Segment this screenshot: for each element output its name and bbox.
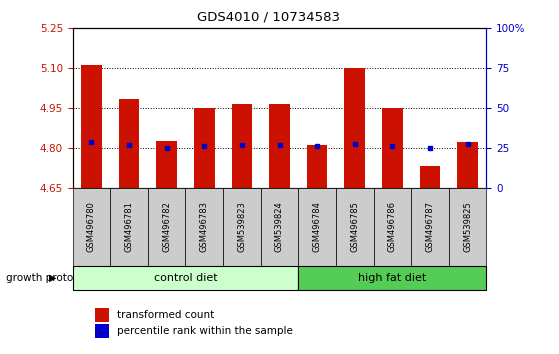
Text: GSM496783: GSM496783	[200, 201, 209, 252]
Bar	[457, 143, 478, 188]
Bar	[420, 166, 440, 188]
Bar	[382, 108, 402, 188]
Text: growth protocol: growth protocol	[6, 273, 88, 283]
Text: GSM496787: GSM496787	[425, 201, 434, 252]
Bar	[81, 65, 102, 188]
Text: GSM539823: GSM539823	[238, 201, 247, 252]
Bar	[119, 99, 139, 188]
Bar	[307, 145, 328, 188]
Text: ▶: ▶	[49, 273, 57, 283]
Text: GSM496782: GSM496782	[162, 201, 171, 252]
Text: GSM496785: GSM496785	[350, 201, 359, 252]
Text: GSM539824: GSM539824	[275, 201, 284, 252]
Text: GSM496786: GSM496786	[388, 201, 397, 252]
Text: high fat diet: high fat diet	[358, 273, 427, 283]
Text: GSM496780: GSM496780	[87, 201, 96, 252]
Text: GSM539825: GSM539825	[463, 201, 472, 252]
Text: control diet: control diet	[154, 273, 217, 283]
Bar	[231, 104, 252, 188]
Bar	[269, 104, 290, 188]
Text: GSM496784: GSM496784	[312, 201, 321, 252]
Bar	[194, 108, 215, 188]
Text: transformed count: transformed count	[117, 310, 215, 320]
Text: GSM496781: GSM496781	[125, 201, 134, 252]
Text: GDS4010 / 10734583: GDS4010 / 10734583	[197, 11, 340, 24]
Text: percentile rank within the sample: percentile rank within the sample	[117, 326, 293, 336]
Bar	[344, 68, 365, 188]
Bar	[157, 141, 177, 188]
